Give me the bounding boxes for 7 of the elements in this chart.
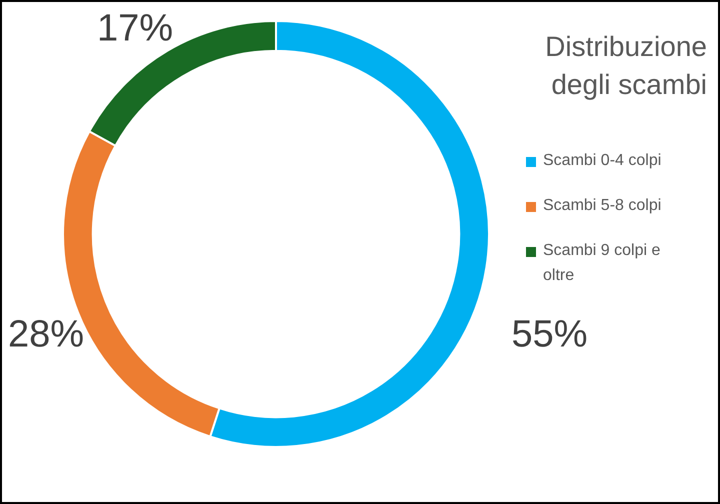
data-label: 28%: [8, 313, 84, 356]
legend-label: Scambi 0-4 colpi: [542, 151, 662, 171]
legend-label: Scambi 9 colpi e oltre: [542, 241, 662, 286]
data-label: 17%: [97, 7, 174, 50]
legend-title: Distribuzione degli scambi: [544, 30, 707, 102]
legend-label: Scambi 5-8 colpi: [542, 196, 662, 216]
data-label: 55%: [511, 313, 588, 356]
